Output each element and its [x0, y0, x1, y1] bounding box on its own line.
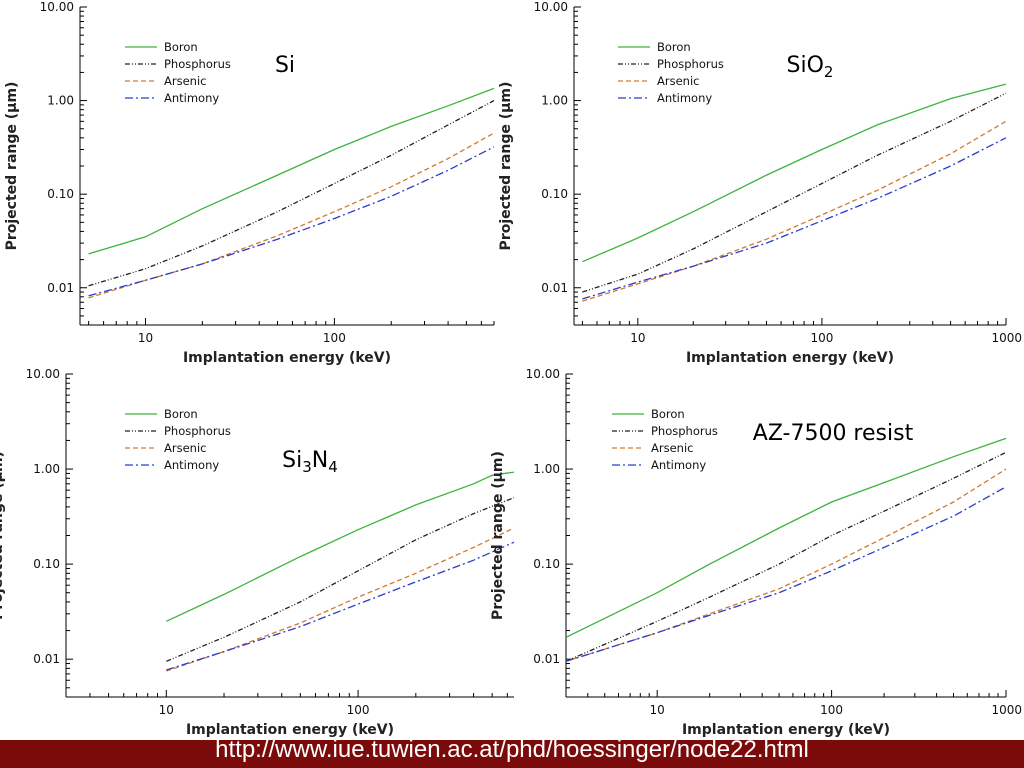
y-tick-label: 0.01: [533, 652, 560, 666]
series-line-phosphorus: [166, 497, 515, 662]
series-line-phosphorus: [582, 92, 1007, 293]
material-title: Si: [275, 53, 295, 78]
series-line-phosphorus: [88, 100, 495, 287]
legend-label: Boron: [164, 40, 198, 54]
legend: Boron Phosphorus Arsenic Antimony: [125, 407, 231, 472]
legend-label: Antimony: [164, 458, 219, 472]
x-axis-label: Implantation energy (keV): [682, 722, 890, 738]
y-tick-label: 0.01: [33, 652, 60, 666]
x-tick-label: 100: [347, 703, 370, 717]
series-line-antimony: [88, 146, 495, 297]
legend-label: Antimony: [651, 458, 706, 472]
y-tick-label: 1.00: [47, 94, 74, 108]
legend-label: Boron: [657, 40, 691, 54]
y-tick-label: 1.00: [541, 94, 568, 108]
x-tick-label: 10: [630, 331, 645, 345]
series-line-antimony: [582, 137, 1007, 300]
y-tick-label: 0.01: [47, 281, 74, 295]
material-title: AZ-7500 resist: [753, 421, 914, 446]
y-axis-label: Projected range (µm): [4, 82, 20, 251]
y-tick-label: 0.10: [541, 187, 568, 201]
legend-label: Phosphorus: [651, 424, 718, 438]
chart-panel-1: 10.00 1.00 0.10 0.01 10 100 1000 Implantation e…: [498, 0, 1022, 366]
legend-label: Arsenic: [164, 74, 206, 88]
series-line-phosphorus: [565, 451, 1007, 662]
y-tick-label: 0.01: [541, 281, 568, 295]
x-tick-label: 1000: [991, 703, 1022, 717]
series-line-antimony: [565, 486, 1007, 662]
legend-label: Boron: [651, 407, 685, 421]
x-axis-label: Implantation energy (keV): [186, 722, 394, 738]
x-tick-label: 1000: [991, 331, 1022, 345]
series-line-arsenic: [582, 120, 1007, 302]
x-tick-label: 100: [820, 703, 843, 717]
series-line-boron: [88, 87, 495, 255]
legend-label: Phosphorus: [164, 57, 231, 71]
x-axis-label: Implantation energy (keV): [183, 350, 391, 366]
y-tick-label: 10.00: [526, 367, 560, 381]
material-title: Si3N4: [282, 448, 338, 476]
legend-label: Antimony: [164, 91, 219, 105]
legend: Boron Phosphorus Arsenic Antimony: [612, 407, 718, 472]
y-tick-label: 1.00: [33, 462, 60, 476]
range-charts-svg: 10.00 1.00 0.10 0.01 10 100 Implantation energ…: [0, 0, 1022, 738]
y-tick-label: 0.10: [47, 187, 74, 201]
series-line-arsenic: [565, 468, 1007, 662]
series-line-boron: [565, 437, 1007, 638]
chart-grid: 10.00 1.00 0.10 0.01 10 100 Implantation energ…: [0, 0, 1022, 738]
legend: Boron Phosphorus Arsenic Antimony: [125, 40, 231, 105]
y-axis-label: Projected range (µm): [0, 451, 6, 620]
series-line-boron: [582, 83, 1007, 263]
chart-panel-0: 10.00 1.00 0.10 0.01 10 100 Implantation energ…: [4, 0, 495, 366]
legend-label: Arsenic: [651, 441, 693, 455]
x-axis-label: Implantation energy (keV): [686, 350, 894, 366]
chart-panel-2: 10.00 1.00 0.10 0.01 10 100 Implantation energ…: [0, 367, 515, 738]
y-tick-label: 10.00: [534, 0, 568, 14]
material-title: SiO2: [787, 53, 834, 81]
legend-label: Arsenic: [164, 441, 206, 455]
legend-label: Phosphorus: [657, 57, 724, 71]
legend: Boron Phosphorus Arsenic Antimony: [618, 40, 724, 105]
y-axis-label: Projected range (µm): [498, 82, 514, 251]
y-tick-label: 10.00: [26, 367, 60, 381]
x-tick-label: 10: [159, 703, 174, 717]
y-tick-label: 0.10: [533, 557, 560, 571]
y-tick-label: 10.00: [40, 0, 74, 14]
x-tick-label: 10: [138, 331, 153, 345]
y-tick-label: 1.00: [533, 462, 560, 476]
y-tick-label: 0.10: [33, 557, 60, 571]
x-tick-label: 10: [650, 703, 665, 717]
x-tick-label: 100: [810, 331, 833, 345]
chart-panel-3: 10.00 1.00 0.10 0.01 10 100 1000 Implantation e…: [490, 367, 1022, 738]
x-tick-label: 100: [323, 331, 346, 345]
footer-bar: http://www.iue.tuwien.ac.at/phd/hoessing…: [0, 736, 1024, 768]
series-line-arsenic: [88, 132, 495, 299]
legend-label: Phosphorus: [164, 424, 231, 438]
legend-label: Arsenic: [657, 74, 699, 88]
legend-label: Antimony: [657, 91, 712, 105]
legend-label: Boron: [164, 407, 198, 421]
footer-url-link[interactable]: http://www.iue.tuwien.ac.at/phd/hoessing…: [215, 736, 809, 763]
series-line-boron: [166, 471, 515, 622]
y-axis-label: Projected range (µm): [490, 451, 506, 620]
series-line-arsenic: [166, 527, 515, 672]
series-line-antimony: [166, 541, 515, 671]
